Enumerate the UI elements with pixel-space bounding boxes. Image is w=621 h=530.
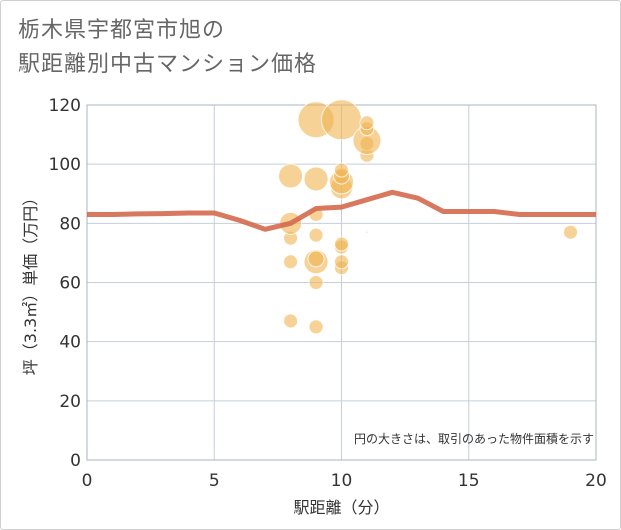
y-tick-label-4: 80 xyxy=(59,214,81,234)
bubble-0 xyxy=(284,314,298,328)
bubble-1 xyxy=(284,255,298,269)
x-tick-label-4: 20 xyxy=(585,471,607,491)
size-note: 円の大きさは、取引のあった物件面積を示す xyxy=(354,431,594,446)
bubble-27 xyxy=(360,116,374,130)
bubble-20 xyxy=(335,163,349,177)
x-tick-label-2: 10 xyxy=(331,471,353,491)
x-tick-label-1: 5 xyxy=(209,471,220,491)
bubble-22 xyxy=(366,231,368,233)
bubble-5 xyxy=(309,320,323,334)
x-axis-label: 駅距離（分） xyxy=(293,498,389,517)
y-tick-label-1: 20 xyxy=(59,392,81,412)
y-tick-label-6: 120 xyxy=(49,96,81,116)
x-tick-label-0: 0 xyxy=(82,471,93,491)
bubble-14 xyxy=(335,255,349,269)
x-tick-labels: 0 5 10 15 20 xyxy=(82,471,607,491)
y-tick-label-3: 60 xyxy=(59,274,81,294)
y-tick-label-5: 100 xyxy=(49,155,81,175)
y-axis-label: 坪（3.3㎡）単価（万円） xyxy=(21,190,40,375)
bubble-28 xyxy=(564,225,578,239)
y-tick-labels: 0 20 40 60 80 100 120 xyxy=(49,96,81,471)
chart-svg: 0 5 10 15 20 0 20 40 60 80 100 120 駅距離（分） 坪（3.3㎡）単… xyxy=(0,0,621,530)
y-tick-label-0: 0 xyxy=(70,451,81,471)
x-tick-label-3: 15 xyxy=(458,471,480,491)
y-tick-label-2: 40 xyxy=(59,333,81,353)
bubble-4 xyxy=(279,164,303,188)
bubble-11 xyxy=(304,167,328,191)
bubble-9 xyxy=(309,228,323,242)
bubble-16 xyxy=(335,237,349,251)
bubble-8 xyxy=(308,251,324,267)
bubble-6 xyxy=(309,276,323,290)
grid xyxy=(87,105,596,460)
